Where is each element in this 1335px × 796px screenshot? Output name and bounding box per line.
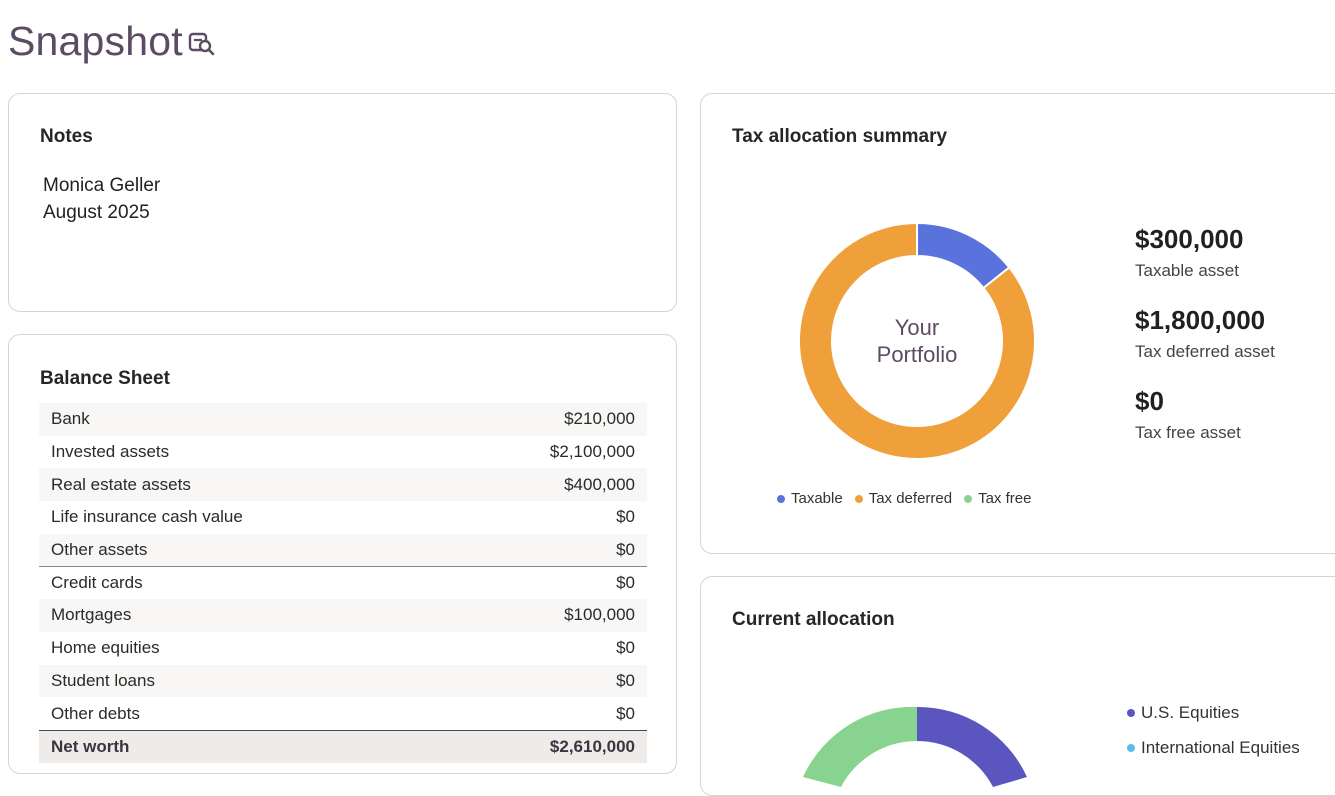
donut-center-line2: Portfolio: [876, 342, 958, 367]
row-value: $0: [616, 507, 635, 527]
tax-free-stat: $0 Tax free asset: [1135, 386, 1241, 443]
balance-sheet-card: Balance Sheet Bank $210,000 Invested ass…: [8, 334, 677, 774]
table-row: Home equities $0: [39, 632, 647, 665]
table-row: Invested assets $2,100,000: [39, 436, 647, 469]
table-row: Credit cards $0: [39, 566, 647, 599]
legend-item[interactable]: U.S. Equities: [1127, 695, 1300, 730]
row-label: Bank: [51, 409, 90, 429]
legend-dot: [964, 494, 973, 503]
notes-line: Monica Geller: [43, 175, 161, 196]
legend-label: U.S. Equities: [1141, 703, 1240, 722]
tax-deferred-stat: $1,800,000 Tax deferred asset: [1135, 305, 1275, 362]
legend-label: Taxable: [791, 490, 843, 507]
legend-item[interactable]: International Equities: [1127, 730, 1300, 765]
legend-item[interactable]: Tax deferred: [854, 490, 953, 507]
legend-dot: [854, 494, 863, 503]
current-allocation-donut: [803, 707, 1027, 787]
stat-label: Tax free asset: [1135, 423, 1241, 442]
notes-body[interactable]: Monica Geller August 2025: [43, 172, 160, 226]
row-label: Student loans: [51, 670, 155, 690]
taxable-stat: $300,000 Taxable asset: [1135, 224, 1243, 281]
donut-center-label: Your Portfolio: [797, 221, 1037, 461]
stat-value: $1,800,000: [1135, 305, 1266, 335]
legend-item[interactable]: Taxable: [777, 490, 843, 507]
legend-label: Tax free: [978, 490, 1032, 507]
row-value: $0: [616, 540, 635, 560]
row-label: Home equities: [51, 638, 160, 658]
net-worth-value: $2,610,000: [549, 736, 635, 756]
table-row: Other assets $0: [39, 533, 647, 567]
legend-label: International Equities: [1141, 738, 1300, 757]
tax-legend: Taxable Tax deferred Tax free: [777, 490, 1031, 507]
table-row: Life insurance cash value $0: [39, 501, 647, 534]
donut-slice-tax-deferred[interactable]: [798, 221, 1036, 460]
report-search-icon[interactable]: [188, 30, 216, 56]
row-label: Invested assets: [51, 442, 170, 462]
stat-label: Tax deferred asset: [1135, 342, 1275, 361]
balance-sheet-title: Balance Sheet: [40, 368, 170, 389]
row-value: $0: [616, 638, 635, 658]
row-value: $0: [616, 573, 635, 593]
table-row: Mortgages $100,000: [39, 599, 647, 632]
row-value: $0: [616, 703, 635, 723]
current-allocation-card: Current allocation U.S. Equities Interna…: [700, 576, 1335, 796]
current-allocation-title: Current allocation: [732, 609, 895, 630]
tax-donut-svg: [798, 221, 1036, 460]
net-worth-label: Net worth: [51, 736, 130, 756]
row-value: $210,000: [564, 409, 635, 429]
row-label: Other debts: [51, 703, 140, 723]
table-row: Other debts $0: [39, 697, 647, 730]
other-segment: [803, 707, 917, 787]
row-label: Credit cards: [51, 573, 143, 593]
notes-card: Notes Monica Geller August 2025: [8, 93, 677, 312]
table-row: Student loans $0: [39, 664, 647, 698]
row-label: Life insurance cash value: [51, 507, 243, 527]
row-value: $400,000: [564, 474, 635, 494]
balance-sheet-table: Bank $210,000 Invested assets $2,100,000…: [39, 403, 647, 763]
row-value: $0: [616, 670, 635, 690]
legend-dot: [1127, 708, 1135, 717]
row-value: $100,000: [564, 605, 635, 625]
tax-allocation-donut: Your Portfolio: [797, 221, 1037, 461]
row-label: Mortgages: [51, 605, 132, 625]
tax-allocation-title: Tax allocation summary: [732, 126, 948, 147]
allocation-legend: U.S. Equities International Equities: [1127, 695, 1300, 765]
notes-title: Notes: [40, 126, 93, 147]
net-worth-row: Net worth $2,610,000: [39, 729, 647, 763]
legend-item[interactable]: Tax free: [964, 490, 1031, 507]
legend-dot: [777, 494, 785, 503]
tax-allocation-card: Tax allocation summary Your Portfolio Ta…: [700, 93, 1335, 554]
us-equities-segment: [917, 707, 1027, 787]
legend-dot: [1127, 743, 1135, 752]
row-value: $2,100,000: [549, 442, 635, 462]
donut-center-line1: Your: [894, 315, 940, 340]
notes-line: August 2025: [43, 202, 150, 223]
legend-label: Tax deferred: [868, 490, 953, 507]
stat-value: $300,000: [1135, 224, 1244, 254]
row-label: Real estate assets: [51, 474, 191, 494]
page-title: Snapshot: [8, 18, 183, 65]
stat-value: $0: [1135, 386, 1164, 416]
stat-label: Taxable asset: [1135, 261, 1239, 280]
row-label: Other assets: [51, 540, 148, 560]
table-row: Real estate assets $400,000: [39, 468, 647, 502]
page-title-text: Snapshot: [8, 18, 183, 64]
table-row: Bank $210,000: [39, 403, 647, 436]
